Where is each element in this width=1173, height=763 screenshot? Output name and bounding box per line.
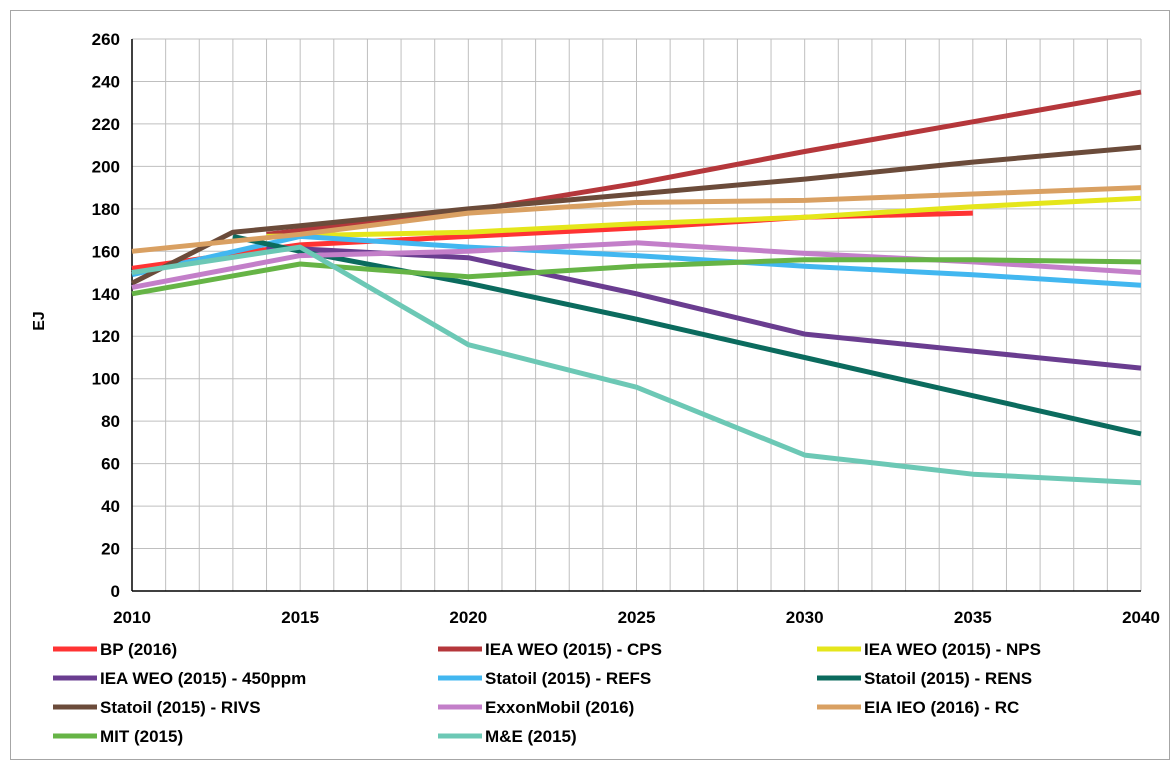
legend-label: Statoil (2015) - REFS xyxy=(485,669,651,688)
legend: BP (2016) IEA WEO (2015) - CPS IEA WEO (20… xyxy=(53,640,1041,746)
y-tick-label: 0 xyxy=(111,582,120,601)
y-tick-label: 220 xyxy=(92,115,120,134)
x-tick-label: 2015 xyxy=(281,608,319,627)
series-line-3 xyxy=(266,244,1142,371)
x-tick-label: 2030 xyxy=(786,608,824,627)
y-tick-label: 160 xyxy=(92,242,120,261)
line-chart: 0204060801001201401601802002202402602010… xyxy=(31,30,1160,746)
y-tick-label: 40 xyxy=(101,497,120,516)
series-line-10 xyxy=(131,244,1142,486)
legend-label: IEA WEO (2015) - CPS xyxy=(485,640,662,659)
x-tick-label: 2020 xyxy=(449,608,487,627)
x-tick-label: 2025 xyxy=(618,608,656,627)
legend-label: MIT (2015) xyxy=(100,727,183,746)
legend-label: Statoil (2015) - RIVS xyxy=(100,698,261,717)
axes xyxy=(131,39,1141,592)
grid-lines xyxy=(132,38,1142,591)
y-tick-label: 60 xyxy=(101,455,120,474)
series-line-8 xyxy=(131,185,1142,254)
series-line-6 xyxy=(130,144,1142,286)
legend-label: IEA WEO (2015) - NPS xyxy=(864,640,1041,659)
x-tick-label: 2035 xyxy=(954,608,992,627)
y-tick-label: 260 xyxy=(92,30,120,49)
y-tick-label: 240 xyxy=(92,72,120,91)
series-line-2 xyxy=(266,195,1142,239)
series-line-5 xyxy=(232,233,1142,437)
y-tick-label: 20 xyxy=(101,540,120,559)
legend-label: IEA WEO (2015) - 450ppm xyxy=(100,669,306,688)
y-tick-label: 180 xyxy=(92,200,120,219)
y-tick-label: 140 xyxy=(92,285,120,304)
y-axis-title: EJ xyxy=(31,311,48,331)
y-tick-label: 120 xyxy=(92,327,120,346)
y-tick-label: 80 xyxy=(101,412,120,431)
chart-frame: 0 20 40 60 80 100 120 140 160 180 200 220 240 260 2010… xyxy=(10,10,1170,760)
legend-label: EIA IEO (2016) - RC xyxy=(864,698,1019,717)
legend-label: ExxonMobil (2016) xyxy=(485,698,634,717)
x-tick-label: 2040 xyxy=(1122,608,1160,627)
legend-label: BP (2016) xyxy=(100,640,177,659)
legend-label: M&E (2015) xyxy=(485,727,577,746)
legend-label: Statoil (2015) - RENS xyxy=(864,669,1032,688)
series-line-9 xyxy=(131,257,1142,297)
y-tick-label: 100 xyxy=(92,370,120,389)
series-lines xyxy=(130,89,1142,486)
x-tick-label: 2010 xyxy=(113,608,151,627)
tick-labels: 0204060801001201401601802002202402602010… xyxy=(92,30,1160,627)
y-tick-label: 200 xyxy=(92,157,120,176)
